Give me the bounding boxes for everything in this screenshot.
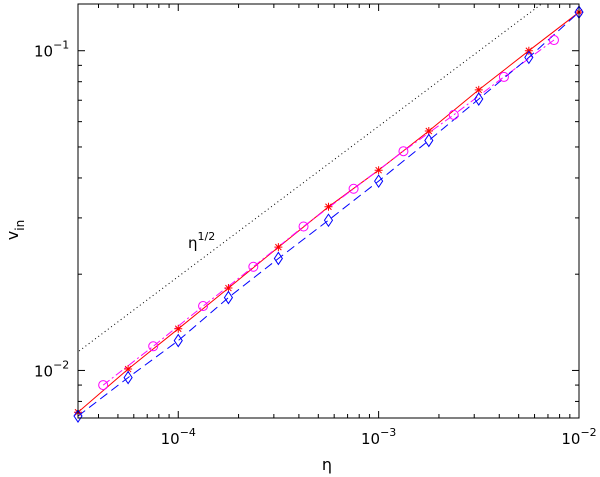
circle-marker xyxy=(298,221,309,232)
y-tick-label: 10−2 xyxy=(34,358,69,380)
x-tick-label-exp: −4 xyxy=(180,426,196,439)
diamond-marker xyxy=(524,50,534,65)
x-tick-label: 10−4 xyxy=(161,426,196,448)
circle-marker xyxy=(98,380,109,391)
star-marker xyxy=(274,243,283,252)
star-marker xyxy=(424,126,433,135)
star-marker xyxy=(224,284,233,293)
series-line-0 xyxy=(78,4,542,352)
y-tick-label-exp: −1 xyxy=(53,39,69,52)
diamond-marker xyxy=(374,174,384,189)
x-tick-label-base: 10 xyxy=(161,430,180,448)
circle-marker xyxy=(498,71,509,82)
x-tick-label-base: 10 xyxy=(561,430,580,448)
y-axis-label-subscript: in xyxy=(13,220,27,231)
y-axis-label: vin xyxy=(3,220,27,240)
circle-marker xyxy=(398,146,409,157)
diamond-marker xyxy=(323,213,334,228)
star-marker xyxy=(374,166,383,175)
star-marker xyxy=(474,85,483,94)
diamond-marker xyxy=(424,133,434,148)
y-tick-label-base: 10 xyxy=(34,362,53,380)
circle-marker xyxy=(448,109,459,120)
x-tick-label-exp: −3 xyxy=(380,426,396,439)
annotation-exponent: 1/2 xyxy=(198,230,216,243)
diamond-marker xyxy=(123,370,133,385)
annotation-eta-half: η1/2 xyxy=(188,230,215,252)
circle-marker xyxy=(148,341,159,352)
x-tick-label: 10−2 xyxy=(561,426,596,448)
circle-marker xyxy=(198,301,209,312)
diamond-marker xyxy=(223,290,234,305)
diamond-marker xyxy=(474,92,484,106)
series-line-2 xyxy=(102,39,555,386)
diamond-marker xyxy=(73,409,83,423)
plot-frame xyxy=(77,3,580,419)
x-tick-label-base: 10 xyxy=(361,430,380,448)
y-tick-label-exp: −2 xyxy=(53,358,69,371)
y-tick-label: 10−1 xyxy=(34,39,69,61)
series-line-3 xyxy=(78,11,579,417)
y-axis-label-main: v xyxy=(3,231,22,240)
circle-marker xyxy=(248,261,259,272)
star-marker xyxy=(174,324,183,333)
y-tick-label-base: 10 xyxy=(34,43,53,61)
circle-marker xyxy=(348,183,359,194)
annotation-base: η xyxy=(188,234,198,252)
star-marker xyxy=(324,202,333,211)
x-tick-label: 10−3 xyxy=(361,426,396,448)
diamond-marker xyxy=(273,251,283,266)
star-marker xyxy=(124,365,133,374)
circle-marker xyxy=(548,35,559,46)
x-tick-label-exp: −2 xyxy=(580,426,596,439)
x-axis-label: η xyxy=(322,455,332,474)
diamond-marker xyxy=(173,333,183,348)
